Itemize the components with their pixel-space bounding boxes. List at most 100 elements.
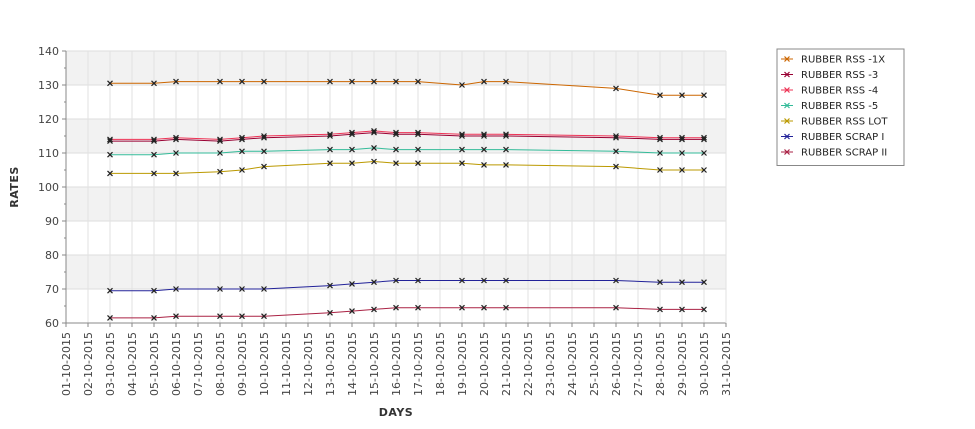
data-point (701, 306, 707, 313)
x-tick-label: 26-10-2015 (610, 332, 623, 396)
data-point (657, 134, 663, 141)
data-point (503, 78, 509, 85)
data-point (349, 308, 355, 315)
data-point (327, 282, 333, 289)
data-point (151, 287, 157, 294)
data-point (613, 304, 619, 311)
data-point (393, 160, 399, 167)
x-tick-label: 21-10-2015 (500, 332, 513, 396)
data-point (173, 286, 179, 292)
data-point (151, 170, 157, 177)
x-tick-label: 05-10-2015 (148, 332, 161, 396)
x-tick-label: 28-10-2015 (654, 332, 667, 396)
y-axis-title: RATES (8, 166, 21, 208)
legend-marker (784, 56, 790, 62)
data-point (679, 134, 685, 141)
x-tick-label: 13-10-2015 (324, 332, 337, 396)
data-point (613, 148, 619, 155)
data-point (371, 127, 377, 134)
data-point (327, 309, 333, 316)
data-point (217, 168, 223, 175)
data-point (481, 131, 487, 138)
x-tick-label: 02-10-2015 (82, 332, 95, 396)
legend-marker (784, 102, 790, 109)
data-point (459, 304, 465, 311)
data-point (217, 150, 223, 156)
x-tick-labels: 01-10-2015 02-10-2015 03-10-2015 04-10-2015… (60, 332, 733, 396)
data-point (107, 136, 113, 143)
series-lines (110, 81, 704, 319)
data-point (107, 170, 113, 177)
data-point (173, 78, 179, 85)
y-tick-label: 110 (38, 147, 59, 160)
data-point (239, 78, 245, 85)
x-tick-label: 23-10-2015 (544, 332, 557, 396)
data-point (327, 131, 333, 138)
data-point (613, 134, 619, 141)
legend-box (776, 48, 905, 166)
data-point (327, 146, 333, 153)
data-point (459, 277, 465, 284)
y-tick-label: 100 (38, 181, 59, 194)
x-tick-label: 07-10-2015 (192, 332, 205, 396)
series-line-1 (110, 132, 704, 142)
data-point (459, 82, 465, 88)
data-point (481, 277, 487, 284)
data-point (393, 131, 399, 138)
x-tick-label: 25-10-2015 (588, 332, 601, 396)
data-point (261, 163, 267, 170)
data-point (239, 134, 245, 141)
data-point (349, 160, 355, 167)
data-point (371, 129, 377, 136)
data-point (261, 134, 267, 141)
x-tick-label: 06-10-2015 (170, 332, 183, 396)
legend-entry: RUBBER RSS -3 (801, 70, 878, 81)
x-tick-label: 15-10-2015 (368, 332, 381, 396)
x-tick-label: 18-10-2015 (434, 332, 447, 396)
data-point (701, 134, 707, 141)
data-point (701, 136, 707, 143)
data-point (261, 133, 267, 139)
data-point (393, 277, 399, 284)
data-point (613, 85, 619, 92)
x-tick-label: 24-10-2015 (566, 332, 579, 396)
data-point (371, 144, 377, 151)
data-point (217, 286, 223, 292)
series-line-3 (110, 147, 704, 156)
data-point (701, 150, 707, 156)
data-point (173, 134, 179, 141)
x-tick-label: 16-10-2015 (390, 332, 403, 396)
data-point (459, 133, 465, 139)
data-point (107, 314, 113, 321)
x-tick-label: 10-10-2015 (258, 332, 271, 396)
data-point (239, 286, 245, 292)
data-point (261, 286, 267, 292)
legend: RUBBER RSS -1X RUBBER RSS -3 RUBBER RSS -4… (776, 48, 905, 166)
data-point (679, 136, 685, 143)
legend-marker (784, 118, 790, 124)
data-point (657, 306, 663, 313)
x-tick-label: 01-10-2015 (60, 332, 73, 396)
data-point (459, 131, 465, 138)
y-tick-label: 70 (45, 283, 59, 296)
x-tick-label: 03-10-2015 (104, 332, 117, 396)
data-point (371, 158, 377, 165)
data-point (415, 129, 421, 136)
data-point (701, 167, 707, 173)
data-point (459, 160, 465, 167)
y-tick-label: 60 (45, 317, 59, 330)
data-point (657, 92, 663, 99)
x-tick-label: 14-10-2015 (346, 332, 359, 396)
data-point (657, 136, 663, 143)
data-point (657, 167, 663, 173)
x-tick-label: 30-10-2015 (698, 332, 711, 396)
data-point (481, 146, 487, 153)
legend-entry: RUBBER RSS -5 (801, 101, 878, 112)
data-point (217, 313, 223, 320)
data-point (151, 136, 157, 143)
data-point (415, 277, 421, 284)
data-point (393, 78, 399, 85)
data-point (261, 313, 267, 320)
data-point (613, 277, 619, 284)
